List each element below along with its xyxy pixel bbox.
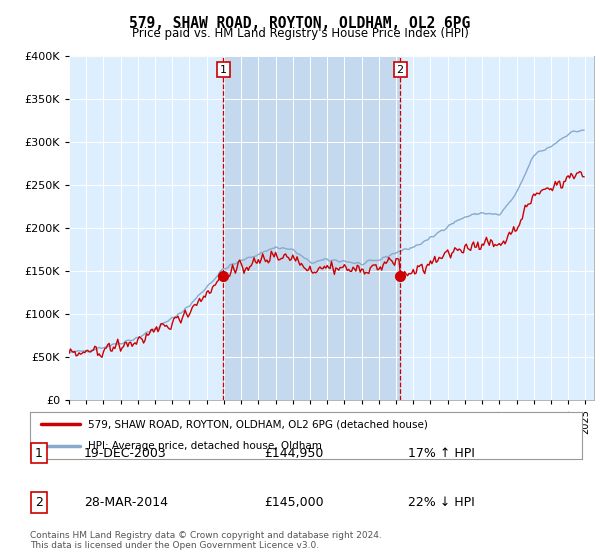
Text: 2: 2: [35, 496, 43, 509]
Text: 28-MAR-2014: 28-MAR-2014: [84, 496, 168, 509]
Text: 1: 1: [220, 64, 227, 74]
Text: 2: 2: [397, 64, 404, 74]
Text: 579, SHAW ROAD, ROYTON, OLDHAM, OL2 6PG: 579, SHAW ROAD, ROYTON, OLDHAM, OL2 6PG: [130, 16, 470, 31]
Text: £144,950: £144,950: [264, 446, 323, 460]
Text: Contains HM Land Registry data © Crown copyright and database right 2024.
This d: Contains HM Land Registry data © Crown c…: [30, 531, 382, 550]
Text: 579, SHAW ROAD, ROYTON, OLDHAM, OL2 6PG (detached house): 579, SHAW ROAD, ROYTON, OLDHAM, OL2 6PG …: [88, 419, 428, 430]
Text: 19-DEC-2003: 19-DEC-2003: [84, 446, 167, 460]
Text: 17% ↑ HPI: 17% ↑ HPI: [408, 446, 475, 460]
Text: £145,000: £145,000: [264, 496, 323, 509]
Text: HPI: Average price, detached house, Oldham: HPI: Average price, detached house, Oldh…: [88, 441, 322, 451]
Bar: [223, 56, 400, 400]
Text: Price paid vs. HM Land Registry's House Price Index (HPI): Price paid vs. HM Land Registry's House …: [131, 27, 469, 40]
Text: 22% ↓ HPI: 22% ↓ HPI: [408, 496, 475, 509]
Text: 1: 1: [35, 446, 43, 460]
